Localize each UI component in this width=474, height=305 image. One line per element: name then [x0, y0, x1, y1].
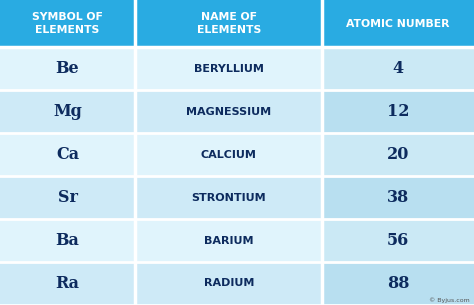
Text: 12: 12 [387, 103, 410, 120]
Text: © Byjus.com: © Byjus.com [428, 298, 469, 303]
Bar [135, 90, 322, 133]
Text: ATOMIC NUMBER: ATOMIC NUMBER [346, 19, 450, 29]
Text: BARIUM: BARIUM [204, 235, 254, 246]
Text: STRONTIUM: STRONTIUM [191, 192, 266, 203]
Text: Ca: Ca [56, 146, 79, 163]
Bar [0, 0, 135, 47]
Bar [322, 219, 474, 262]
Bar [322, 262, 474, 305]
Bar [135, 0, 322, 47]
Bar [322, 47, 474, 90]
Text: 4: 4 [392, 60, 404, 77]
Text: BERYLLIUM: BERYLLIUM [194, 64, 264, 74]
Text: Ra: Ra [55, 275, 80, 292]
Text: SYMBOL OF
ELEMENTS: SYMBOL OF ELEMENTS [32, 13, 103, 35]
Bar [322, 90, 474, 133]
Bar [0, 262, 135, 305]
Bar [0, 47, 135, 90]
Bar [135, 176, 322, 219]
Text: MAGNESSIUM: MAGNESSIUM [186, 107, 271, 117]
Text: 88: 88 [387, 275, 410, 292]
Bar [0, 90, 135, 133]
Bar [135, 219, 322, 262]
Bar [135, 262, 322, 305]
Text: Be: Be [56, 60, 79, 77]
Bar [135, 47, 322, 90]
Bar [0, 176, 135, 219]
Text: Ba: Ba [55, 232, 80, 249]
Text: RADIUM: RADIUM [203, 278, 254, 289]
Bar [0, 133, 135, 176]
Text: CALCIUM: CALCIUM [201, 150, 256, 160]
Text: NAME OF
ELEMENTS: NAME OF ELEMENTS [197, 13, 261, 35]
Bar [322, 176, 474, 219]
Text: 38: 38 [387, 189, 409, 206]
Bar [0, 219, 135, 262]
Text: 20: 20 [387, 146, 410, 163]
Text: Mg: Mg [53, 103, 82, 120]
Text: Sr: Sr [57, 189, 78, 206]
Bar [322, 133, 474, 176]
Bar [322, 0, 474, 47]
Bar [135, 133, 322, 176]
Text: 56: 56 [387, 232, 409, 249]
